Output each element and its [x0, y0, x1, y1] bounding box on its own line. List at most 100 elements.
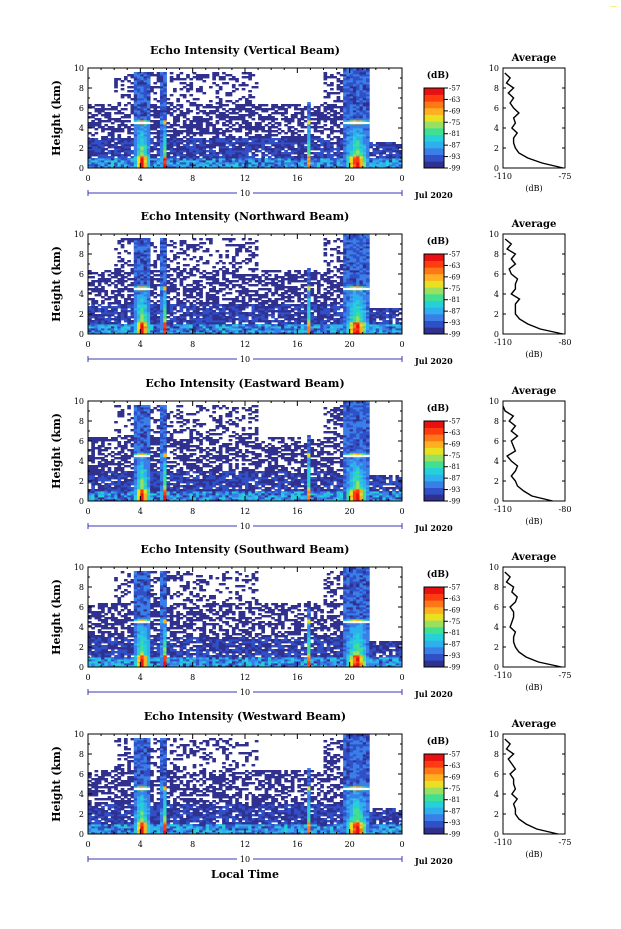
heatmap-cell [173, 324, 177, 327]
heatmap-cell [228, 292, 233, 295]
heatmap-cell [110, 166, 115, 169]
heatmap-cell [261, 270, 266, 273]
heatmap-cell [186, 144, 190, 147]
heatmap-cell [313, 294, 318, 297]
heatmap-cell [192, 150, 197, 153]
heatmap-cell [300, 140, 305, 143]
heatmap-cell [173, 90, 177, 93]
heatmap-cell [186, 142, 190, 145]
heatmap-cell [127, 144, 131, 147]
heatmap-cell [349, 120, 354, 123]
heatmap-cell [156, 100, 161, 103]
heatmap-cell [356, 124, 360, 127]
heatmap-cell [245, 258, 249, 261]
heatmap-cell [310, 126, 315, 129]
heatmap-cell [117, 154, 122, 157]
heatmap-cell [228, 130, 233, 133]
bright-band-mark [133, 288, 138, 290]
heatmap-cell [140, 130, 144, 133]
heatmap-cell [189, 138, 194, 141]
heatmap-cell [320, 138, 324, 141]
heatmap-cell [231, 156, 236, 159]
heatmap-cell [251, 148, 256, 151]
heatmap-cell [346, 70, 351, 73]
heatmap-cell [356, 146, 360, 149]
heatmap-cell [366, 104, 370, 107]
heatmap-cell [189, 82, 194, 85]
heatmap-cell [352, 78, 357, 81]
heatmap-cell [343, 134, 347, 137]
heatmap-cell [215, 128, 220, 131]
heatmap-cell [362, 82, 367, 85]
heatmap-cell [382, 160, 387, 163]
heatmap-cell [254, 304, 259, 307]
heatmap-cell [169, 114, 174, 117]
heatmap-cell [225, 124, 230, 127]
heatmap-cell [346, 140, 351, 143]
heatmap-cell [385, 158, 390, 161]
heatmap-cell [169, 130, 174, 133]
heatmap-cell [225, 316, 230, 319]
heatmap-cell [307, 156, 311, 159]
heatmap-cell [140, 84, 144, 87]
heatmap-cell [137, 126, 141, 129]
heatmap-cell [205, 122, 210, 125]
heatmap-cell [146, 110, 151, 113]
heatmap-cell [362, 84, 367, 87]
beam-panel: Echo Intensity (Northward Beam)Height (k… [50, 210, 571, 366]
heatmap-cell [356, 74, 360, 77]
heatmap-cell [163, 164, 167, 167]
heatmap-cell [287, 152, 292, 155]
heatmap-cell [137, 152, 141, 155]
heatmap-cell [140, 158, 144, 161]
heatmap-cell [199, 142, 203, 145]
heatmap-cell [179, 164, 184, 167]
heatmap-cell [356, 86, 360, 89]
heatmap-cell [280, 160, 285, 163]
heatmap-cell [267, 298, 272, 301]
heatmap-cell [166, 106, 171, 109]
heatmap-cell [143, 138, 148, 141]
heatmap-cell [186, 164, 190, 167]
heatmap-cell [156, 152, 161, 155]
heatmap-cell [264, 110, 269, 113]
heatmap-cell [300, 302, 305, 305]
heatmap-cell [231, 154, 236, 157]
heatmap-cell [356, 118, 360, 121]
heatmap-cell [356, 68, 360, 71]
heatmap-cell [120, 270, 125, 273]
heatmap-cell [163, 104, 167, 107]
heatmap-cell [140, 120, 144, 123]
heatmap-cell [222, 76, 226, 79]
x-tick-label: 0 [399, 174, 404, 183]
heatmap-cell [166, 108, 171, 111]
heatmap-cell [294, 116, 298, 119]
heatmap-cell [166, 148, 171, 151]
heatmap-cell [267, 166, 272, 169]
heatmap-cell [173, 136, 177, 139]
heatmap-cell [130, 156, 135, 159]
heatmap-cell [117, 134, 122, 137]
heatmap-cell [169, 94, 174, 97]
heatmap-cell [195, 140, 200, 143]
heatmap-cell [346, 162, 351, 165]
heatmap-cell [228, 148, 233, 151]
heatmap-cell [159, 148, 164, 151]
heatmap-cell [146, 114, 151, 117]
heatmap-cell [241, 108, 246, 111]
heatmap-cell [346, 166, 351, 169]
heatmap-cell [195, 302, 200, 305]
heatmap-cell [284, 142, 288, 145]
heatmap-cell [297, 130, 301, 133]
heatmap-cell [146, 128, 151, 131]
heatmap-cell [267, 288, 272, 291]
heatmap-cell [199, 162, 203, 165]
heatmap-cell [195, 124, 200, 127]
heatmap-cell [215, 92, 220, 95]
heatmap-cell [336, 98, 341, 101]
heatmap-cell [146, 136, 151, 139]
heatmap-cell [189, 158, 194, 161]
heatmap-cell [225, 160, 230, 163]
heatmap-cell [182, 160, 187, 163]
heatmap-cell [97, 144, 102, 147]
